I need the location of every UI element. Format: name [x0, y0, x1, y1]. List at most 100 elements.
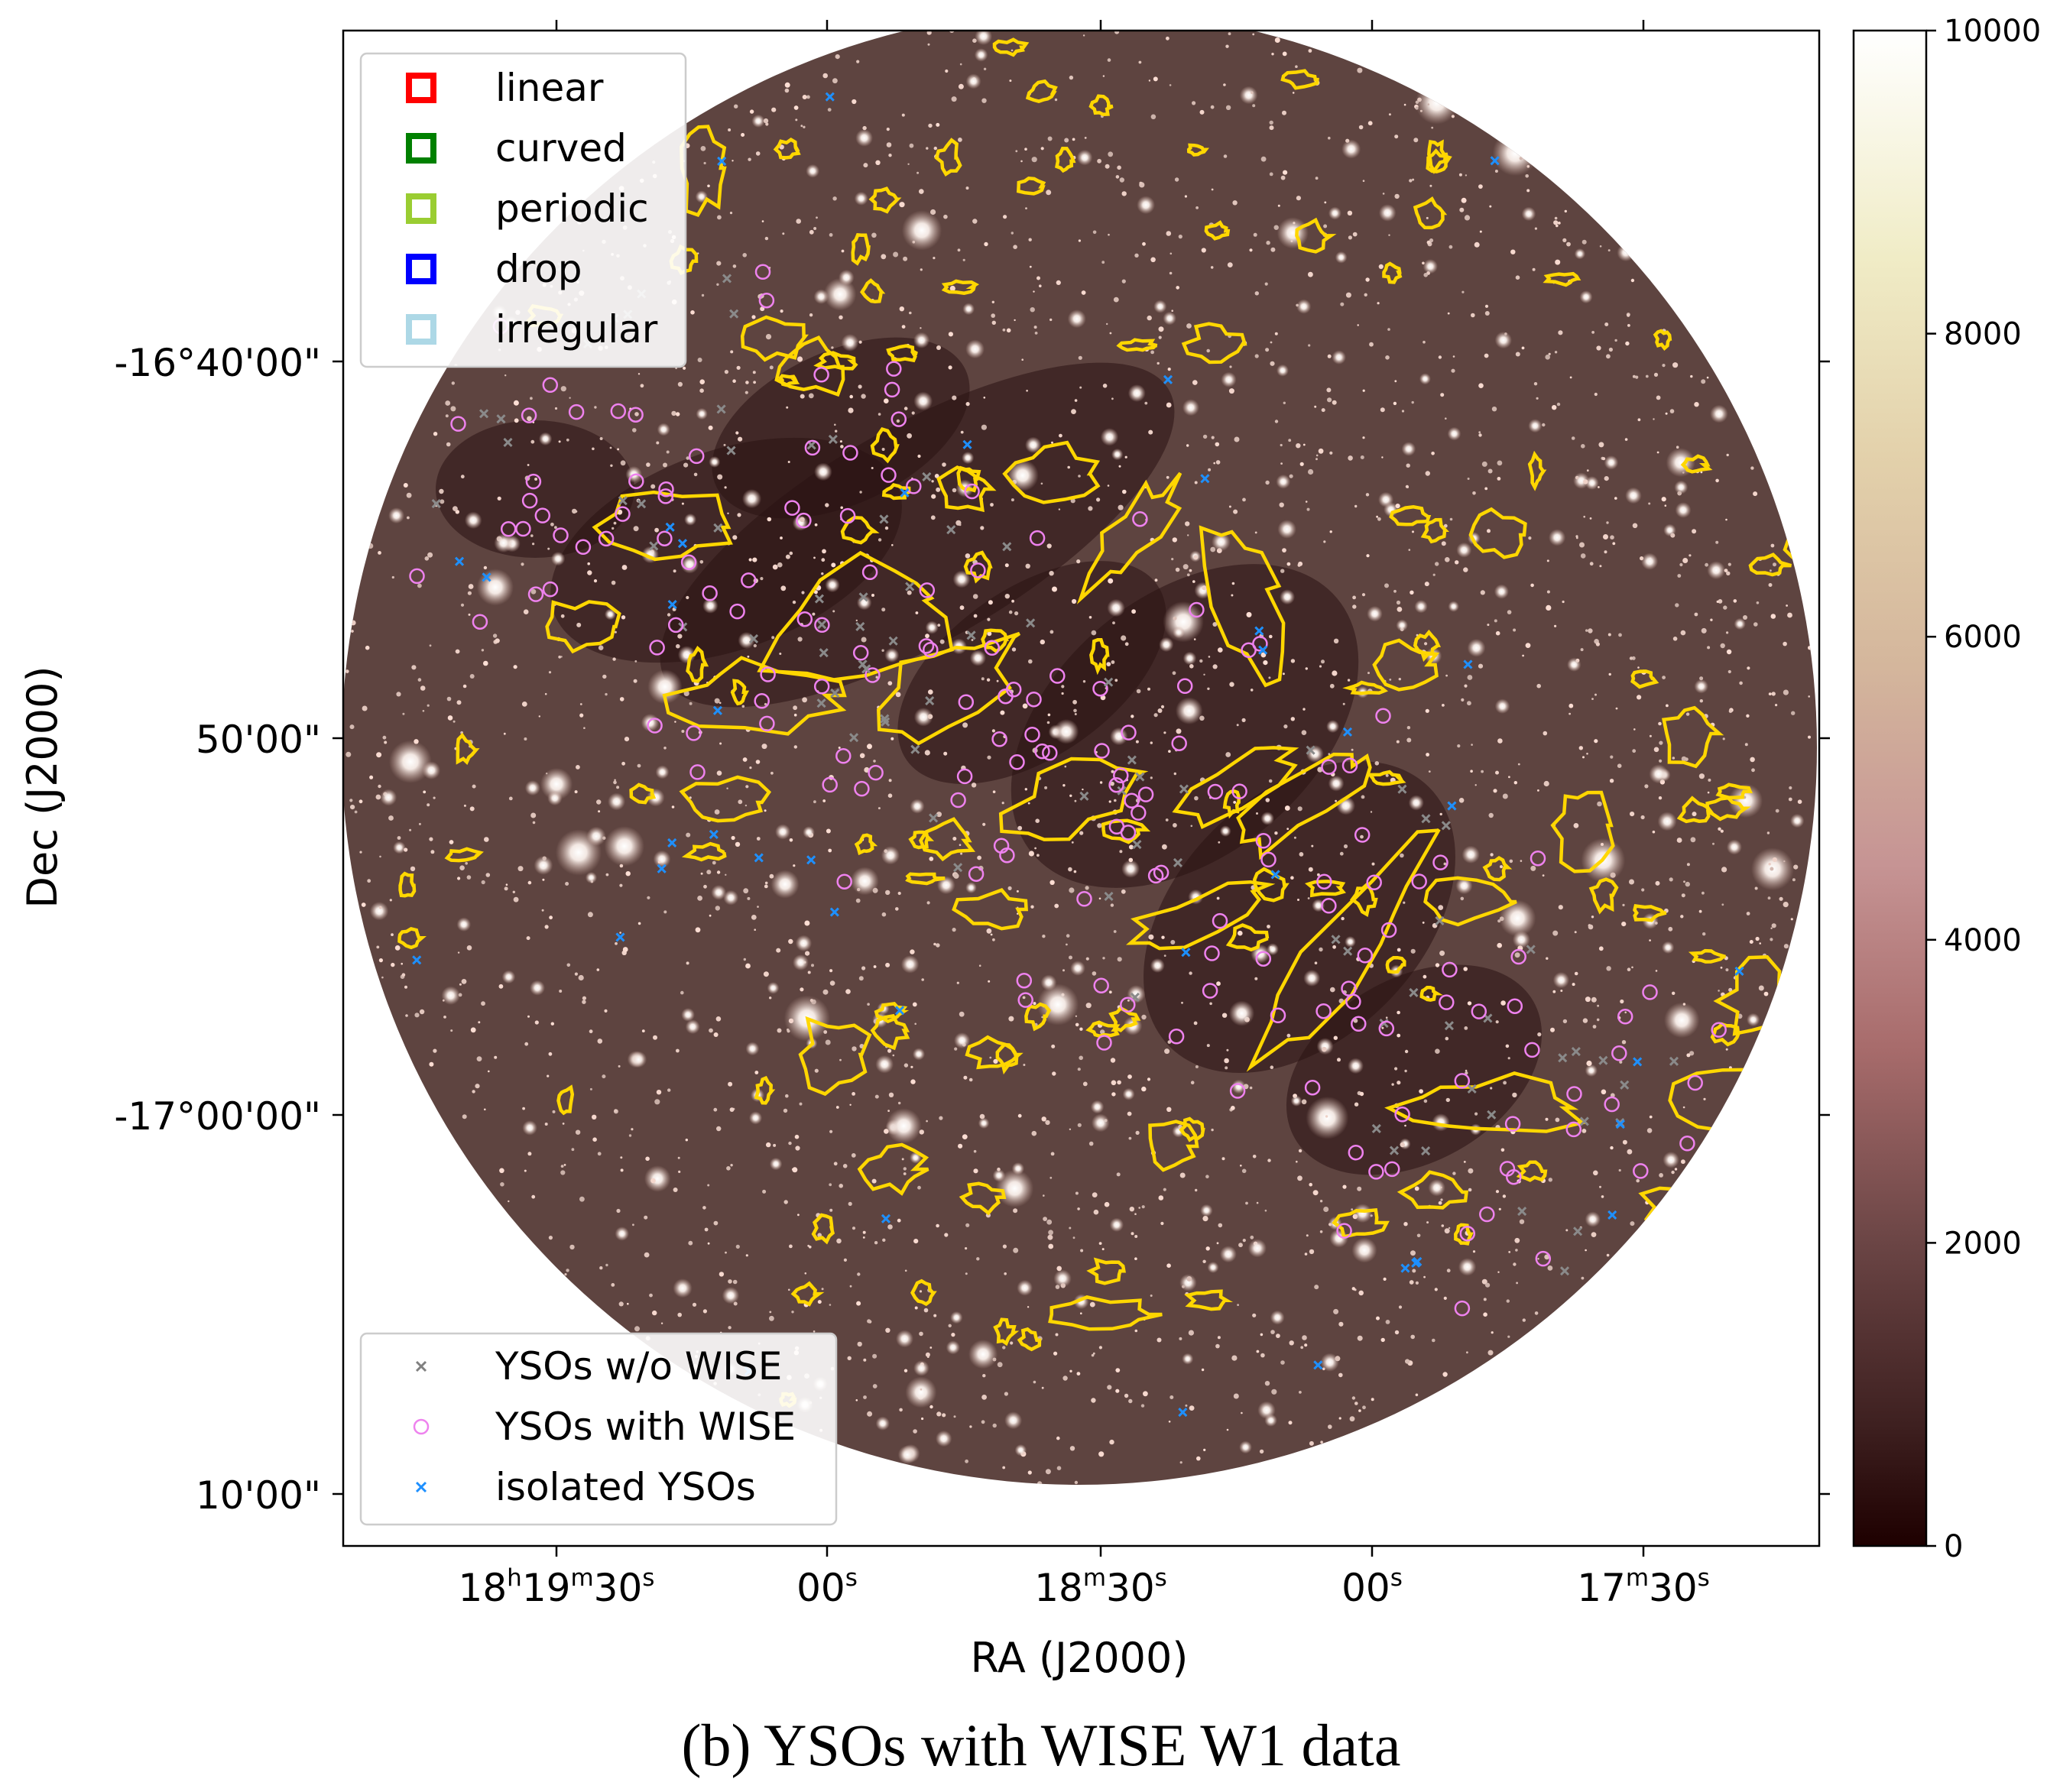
star — [1314, 405, 1317, 408]
contour — [1088, 94, 1114, 116]
star — [960, 852, 963, 855]
star — [1256, 1350, 1260, 1353]
star — [1380, 1337, 1385, 1343]
star — [1424, 642, 1428, 646]
star — [789, 551, 793, 556]
star — [1419, 373, 1431, 385]
star — [785, 1094, 789, 1098]
star — [391, 933, 394, 936]
star — [1179, 1337, 1182, 1340]
star — [1077, 1207, 1080, 1210]
star — [803, 125, 806, 128]
star — [1093, 1209, 1099, 1215]
star — [1743, 615, 1747, 620]
contour — [1633, 904, 1667, 922]
star — [1342, 1184, 1347, 1189]
y-tick-labels: -16°40'00" 50'00" -17°00'00" 10'00" — [114, 341, 321, 1518]
star — [1062, 20, 1067, 25]
colorbar-tick-label: 10000 — [1944, 14, 2041, 49]
star — [582, 1000, 586, 1004]
star — [1766, 831, 1770, 834]
star — [396, 692, 401, 697]
y-tick-label: -17°00'00" — [114, 1094, 321, 1139]
star — [1119, 850, 1123, 854]
star — [1080, 1249, 1084, 1252]
star — [1280, 175, 1286, 180]
star — [959, 523, 962, 527]
star — [881, 846, 900, 865]
star — [393, 841, 406, 854]
star — [1574, 931, 1577, 934]
star — [663, 910, 667, 914]
star — [1161, 935, 1165, 939]
star — [741, 133, 745, 137]
yso-with-wise — [1348, 1144, 1364, 1161]
star — [1148, 79, 1151, 82]
star — [823, 277, 857, 311]
star — [483, 565, 488, 570]
star — [547, 790, 563, 806]
star — [1114, 31, 1120, 34]
star — [1441, 541, 1446, 546]
yso-without-wise — [1306, 745, 1315, 755]
star — [825, 503, 829, 507]
star — [792, 1167, 798, 1173]
yso-with-wise — [1124, 792, 1140, 809]
star — [1284, 805, 1290, 811]
star — [896, 419, 900, 423]
yso-with-wise — [1439, 994, 1455, 1010]
yso-with-wise — [686, 725, 702, 741]
contour — [1204, 220, 1231, 241]
star — [764, 702, 767, 706]
star — [1604, 322, 1609, 326]
contour — [874, 1002, 910, 1023]
star — [855, 898, 861, 903]
star — [811, 964, 814, 967]
star — [1494, 331, 1513, 349]
star — [1099, 781, 1103, 784]
star — [867, 1411, 873, 1417]
star — [1209, 1002, 1212, 1006]
star — [653, 850, 671, 868]
yso-isolated — [1463, 659, 1473, 669]
star — [1163, 1188, 1166, 1191]
star — [745, 1254, 748, 1257]
star — [829, 1183, 832, 1187]
star — [440, 499, 445, 504]
star — [1470, 770, 1473, 773]
star — [349, 724, 355, 730]
star — [494, 533, 514, 553]
star — [527, 880, 532, 885]
star — [1317, 873, 1320, 877]
star — [714, 698, 720, 704]
star — [468, 584, 474, 589]
star — [1783, 860, 1786, 863]
contour — [1454, 1223, 1474, 1246]
star — [1448, 1227, 1451, 1230]
star — [933, 1314, 937, 1317]
star — [1750, 757, 1755, 763]
star — [524, 737, 527, 740]
star — [1075, 1022, 1079, 1027]
star — [1685, 712, 1690, 716]
contour — [1225, 923, 1270, 952]
star — [1306, 1234, 1309, 1237]
star — [1583, 479, 1588, 484]
star — [1328, 136, 1331, 140]
contour — [963, 550, 993, 584]
star — [375, 794, 381, 800]
star — [1286, 1033, 1291, 1038]
yso-isolated — [1258, 645, 1268, 655]
star — [683, 366, 686, 370]
star — [1314, 1285, 1319, 1290]
star — [1172, 537, 1178, 543]
star — [939, 1116, 943, 1120]
star — [663, 462, 667, 468]
contour — [798, 1016, 872, 1097]
yso-with-wise — [521, 407, 537, 423]
contour — [1662, 705, 1724, 769]
star — [1110, 781, 1114, 786]
contour — [545, 600, 621, 654]
star — [1169, 252, 1173, 255]
star — [1663, 523, 1676, 537]
